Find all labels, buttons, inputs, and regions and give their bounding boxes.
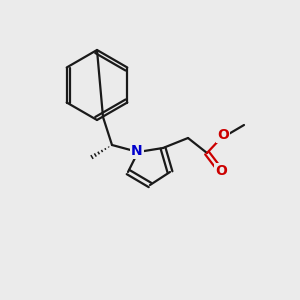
Text: O: O bbox=[215, 164, 227, 178]
Text: O: O bbox=[217, 128, 229, 142]
Text: N: N bbox=[131, 144, 143, 158]
